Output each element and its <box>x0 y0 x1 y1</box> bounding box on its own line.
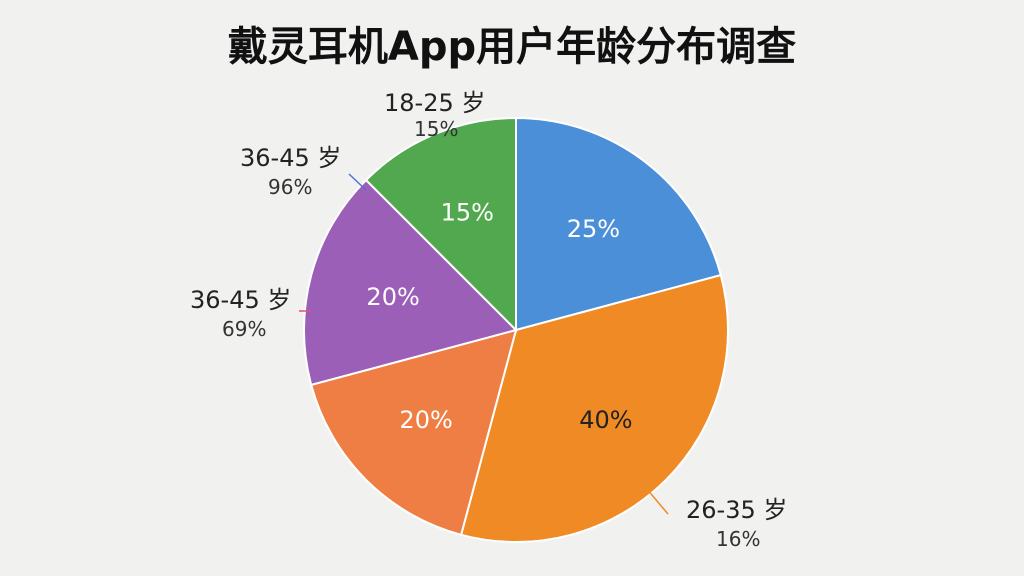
callout-percent-label: 16% <box>716 527 760 551</box>
callout-leader <box>461 126 504 134</box>
callout-26-35: 26-35 岁 16% <box>645 487 787 551</box>
callout-range-label: 36-45 岁 <box>240 144 341 172</box>
pie-slice <box>303 178 518 387</box>
callout-range-label: 18-25 岁 <box>384 89 485 117</box>
pie-slice <box>364 116 517 333</box>
slice-percent-label: 25% <box>567 215 620 243</box>
callout-36-45-lower: 36-45 岁 69% <box>190 286 311 341</box>
chart-title: 戴灵耳机App用户年龄分布调查 <box>227 24 797 70</box>
callout-percent-label: 96% <box>268 175 312 199</box>
callout-36-45-upper: 36-45 岁 96% <box>240 144 367 199</box>
pie-slice <box>309 328 518 537</box>
callout-range-label: 26-35 岁 <box>686 496 787 524</box>
slice-percent-label: 40% <box>579 406 632 434</box>
pie-slice <box>515 116 723 332</box>
slice-percent-label: 20% <box>366 283 419 311</box>
callout-leader <box>645 487 669 515</box>
callout-percent-label: 15% <box>414 117 458 141</box>
slice-percent-label: 15% <box>441 199 494 227</box>
callout-range-label: 36-45 岁 <box>190 286 291 314</box>
callout-18-25: 18-25 岁 15% <box>384 89 504 141</box>
callout-leader <box>348 173 367 191</box>
pie-slice <box>459 273 729 543</box>
slice-percent-label: 20% <box>399 406 452 434</box>
callout-percent-label: 69% <box>222 317 266 341</box>
